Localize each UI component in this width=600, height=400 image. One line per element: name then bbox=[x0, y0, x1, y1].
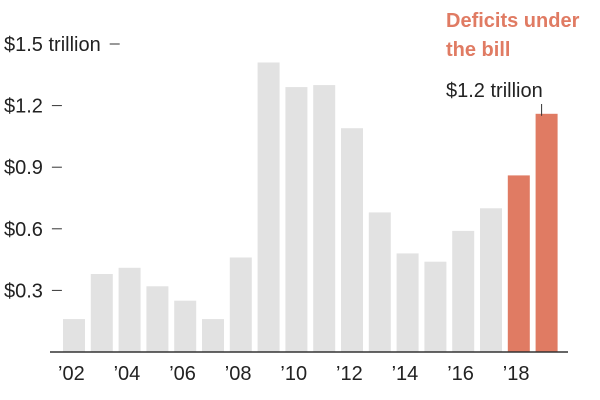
bar-2002 bbox=[63, 319, 85, 352]
bar-2005 bbox=[146, 286, 169, 352]
bar-2007 bbox=[202, 319, 224, 352]
bar-2008 bbox=[229, 257, 252, 352]
x-axis-labels: ’02 ’04 ’06 ’08 ’10 ’12 ’14 ’16 ’18 bbox=[58, 363, 530, 385]
y-tick-label: $0.3 bbox=[4, 280, 43, 302]
annotation-title-line1: Deficits under bbox=[446, 10, 580, 32]
bar-2010 bbox=[285, 87, 308, 352]
x-tick-label: ’18 bbox=[503, 363, 530, 385]
y-axis-labels: $0.3 $0.6 $0.9 $1.2 $1.5 trillion bbox=[4, 34, 120, 302]
bar-2004 bbox=[118, 267, 141, 352]
x-tick-label: ’12 bbox=[336, 363, 363, 385]
x-tick-label: ’14 bbox=[392, 363, 419, 385]
bar-2016 bbox=[452, 230, 475, 352]
x-tick-label: ’08 bbox=[225, 363, 252, 385]
x-tick-label: ’10 bbox=[280, 363, 307, 385]
x-tick-label: ’04 bbox=[114, 363, 141, 385]
bar-2009 bbox=[257, 62, 280, 352]
bar-2018 bbox=[507, 175, 530, 352]
bar-2011 bbox=[313, 85, 336, 352]
y-tick-label: $0.9 bbox=[4, 157, 43, 179]
bar-2003 bbox=[90, 274, 113, 352]
bar-2017 bbox=[480, 208, 502, 352]
y-tick-label: $1.5 trillion bbox=[4, 34, 101, 56]
bar-2015 bbox=[424, 261, 447, 352]
y-tick-label: $1.2 bbox=[4, 96, 43, 118]
y-tick-label: $0.6 bbox=[4, 219, 43, 241]
bar-2006 bbox=[174, 300, 197, 352]
bar-2014 bbox=[396, 253, 419, 352]
bar-2013 bbox=[368, 212, 391, 352]
bar-2012 bbox=[341, 128, 363, 352]
bars bbox=[63, 62, 558, 352]
x-tick-label: ’06 bbox=[169, 363, 196, 385]
annotation-value-label: $1.2 trillion bbox=[446, 80, 543, 102]
x-tick-label: ’02 bbox=[58, 363, 85, 385]
x-tick-label: ’16 bbox=[447, 363, 474, 385]
annotation-title-line2: the bill bbox=[446, 39, 510, 61]
bar-2019 bbox=[535, 113, 558, 352]
